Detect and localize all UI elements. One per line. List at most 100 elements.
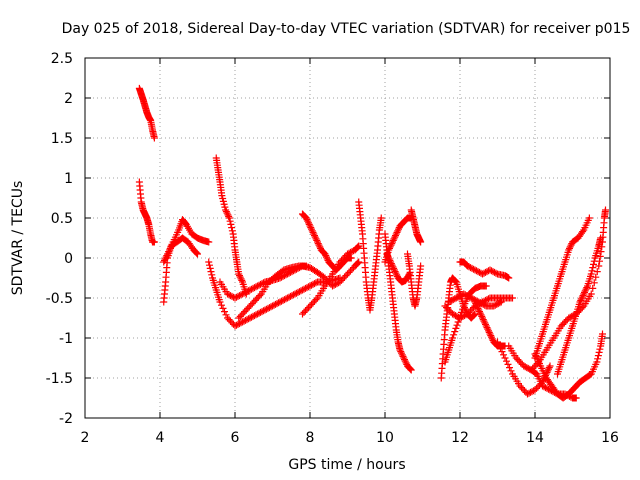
series-arc-o [404,250,425,310]
data-point [407,366,415,374]
data-point [507,367,515,375]
data-point [566,313,574,321]
data-point [392,269,400,277]
data-point [332,280,339,288]
data-point [451,276,459,284]
data-point [451,295,459,303]
data-point [565,314,573,322]
data-point [387,260,395,268]
data-point [281,296,288,304]
data-point [480,269,488,277]
series-arc-d [160,234,201,306]
data-point [228,224,236,232]
grid [85,58,610,418]
data-point [206,261,213,269]
data-point [224,290,231,298]
data-point [247,301,255,309]
data-point [267,303,275,311]
data-point [150,134,158,142]
data-point [276,298,284,306]
data-point [461,291,469,299]
data-point [312,279,320,287]
data-point [222,206,230,214]
x-tick-label: 16 [601,430,619,446]
x-tick-label: 10 [376,430,394,446]
data-point [400,354,408,362]
data-point [278,297,285,305]
data-point [314,240,322,248]
series-arc-h [235,262,310,322]
data-point [354,259,362,267]
data-point [237,319,245,327]
data-point [235,314,243,322]
data-point [218,301,225,309]
data-point [288,268,296,276]
data-point [316,243,324,251]
data-point [551,388,558,396]
data-point [452,294,460,302]
data-point [587,270,595,278]
data-point [458,308,465,316]
data-point [313,236,321,244]
data-point [483,268,491,276]
data-point [560,319,568,327]
data-point [308,225,315,233]
data-point [231,294,239,302]
data-point [446,297,454,305]
data-point [476,309,484,317]
data-point [540,383,548,391]
data-point [559,320,567,328]
data-point [260,307,267,315]
data-point [308,227,316,235]
data-point [390,235,398,243]
data-point [602,206,609,214]
data-point [386,256,394,264]
data-point [239,290,246,298]
data-point [225,291,233,299]
data-marks [135,84,609,402]
data-point [233,293,240,301]
data-point [303,216,311,224]
y-tick-label: -0.5 [46,291,73,307]
data-point [225,316,233,324]
data-point [397,348,405,356]
data-point [243,288,251,296]
data-point [468,264,476,272]
data-point [235,270,243,278]
data-point [479,314,486,322]
data-point [288,292,296,300]
data-point [303,284,311,292]
data-point [470,311,478,319]
data-point [482,296,489,304]
series-arc-ab [554,234,605,378]
data-point [231,322,239,330]
data-point [312,235,320,243]
series-arc-x [505,206,609,374]
data-point [225,212,233,220]
data-point [417,238,425,246]
data-point [471,266,479,274]
data-point [278,273,285,281]
data-point [519,385,527,393]
data-point [299,286,306,294]
data-point [285,269,293,277]
data-point [392,232,399,240]
data-point [237,291,245,299]
data-point [390,264,398,272]
data-point [258,280,266,288]
data-point [294,288,302,296]
data-point [353,244,361,252]
y-tick-label: 2.5 [51,51,73,67]
data-point [386,243,394,251]
data-point [228,319,236,327]
data-point [521,387,528,395]
data-point [465,308,473,316]
data-point [401,356,408,364]
data-point [311,232,318,240]
data-point [590,260,597,268]
data-point [300,308,308,316]
data-point [236,273,244,281]
data-point [479,316,487,324]
data-point [246,286,254,294]
data-point [395,225,402,233]
